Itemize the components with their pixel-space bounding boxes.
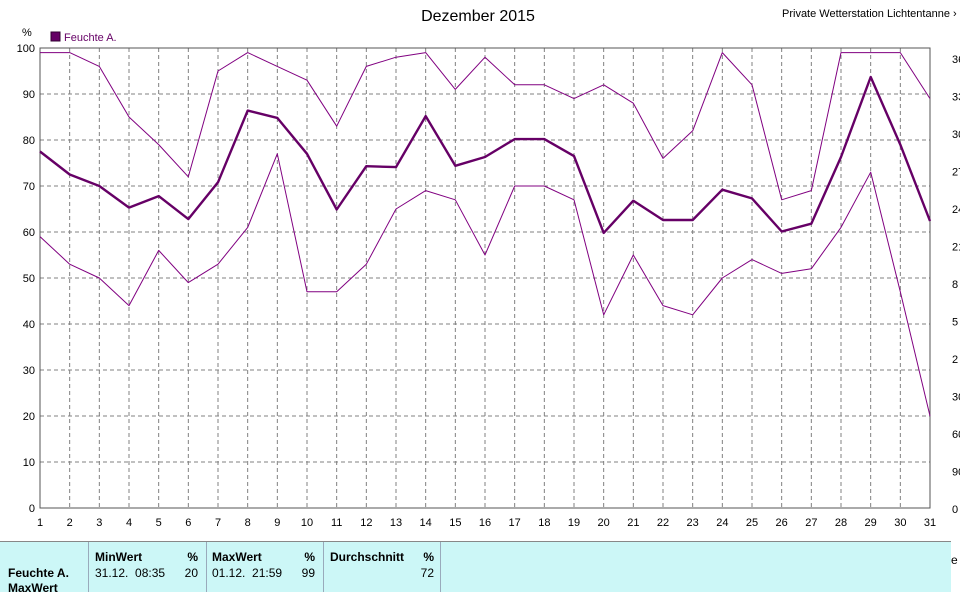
right-tick-label: 27 (952, 167, 960, 179)
y-tick-label: 0 (29, 503, 35, 515)
chart-grid (40, 48, 930, 508)
stats-avg-value: 72 (420, 566, 434, 580)
stats-avg-header: Durchschnitt (330, 550, 405, 564)
y-axis-unit: % (22, 27, 32, 39)
x-tick-label: 5 (156, 517, 162, 529)
x-tick-label: 24 (716, 517, 728, 529)
x-tick-label: 17 (509, 517, 521, 529)
series-line-avg (39, 75, 932, 235)
y-tick-label: 70 (23, 181, 35, 193)
stats-row-label-2: MaxWert (8, 581, 58, 595)
right-axis-partial: 36 33 30 27 24 21 8 5 2 30 60 90 0 (952, 54, 960, 516)
x-tick-label: 3 (96, 517, 102, 529)
x-tick-label: 19 (568, 517, 580, 529)
plot-frame (39, 47, 931, 509)
x-tick-label: 15 (449, 517, 461, 529)
statistics-panel: Feuchte A. MaxWert MinWert % 31.12. 08:3… (0, 541, 951, 595)
y-tick-label: 30 (23, 365, 35, 377)
stats-min-unit: % (187, 550, 198, 564)
x-tick-label: 4 (126, 517, 132, 529)
x-tick-label: 28 (835, 517, 847, 529)
y-tick-label: 80 (23, 135, 35, 147)
y-tick-label: 100 (17, 43, 35, 55)
x-tick-label: 2 (67, 517, 73, 529)
right-tick-label: 33 (952, 92, 960, 104)
right-tick-label: 5 (952, 317, 958, 329)
stats-min-cell: MinWert % 31.12. 08:35 20 (88, 542, 207, 592)
right-tick-label: 0 (952, 504, 958, 516)
right-tick-label: 21 (952, 242, 960, 254)
x-tick-label: 11 (331, 517, 342, 529)
stats-avg-cell: Durchschnitt % 72 (324, 542, 441, 592)
x-tick-label: 22 (657, 517, 669, 529)
right-tick-label: 60 (952, 429, 960, 441)
x-tick-label: 21 (627, 517, 639, 529)
stats-max-header: MaxWert (212, 550, 262, 564)
stats-max-unit: % (304, 550, 315, 564)
series-line-max (40, 52, 931, 201)
x-axis: 1 2 3 4 5 6 7 8 9 10 11 12 13 14 15 16 17 18 19 20 21 22 23 24 2… (37, 517, 936, 529)
stats-min-value: 20 (184, 566, 198, 580)
x-tick-label: 31 (924, 517, 936, 529)
x-tick-label: 30 (894, 517, 906, 529)
y-tick-label: 20 (23, 411, 35, 423)
right-tick-label: 30 (952, 392, 960, 404)
series-lines (39, 52, 932, 417)
x-tick-label: 13 (390, 517, 402, 529)
station-name: Private Wetterstation Lichtentanne › L (782, 8, 960, 20)
x-tick-label: 12 (360, 517, 372, 529)
right-tick-label: 2 (952, 354, 958, 366)
x-tick-label: 8 (245, 517, 251, 529)
stats-max-cell: MaxWert % 01.12. 21:59 99 (206, 542, 324, 592)
x-tick-label: 27 (805, 517, 817, 529)
chart-title: Dezember 2015 (421, 8, 535, 25)
x-tick-label: 6 (185, 517, 191, 529)
x-tick-label: 16 (479, 517, 491, 529)
legend-label: Feuchte A. (64, 32, 117, 44)
x-tick-label: 26 (776, 517, 788, 529)
y-tick-label: 90 (23, 89, 35, 101)
right-tick-label: 24 (952, 204, 960, 216)
x-tick-label: 7 (215, 517, 221, 529)
x-tick-label: 18 (538, 517, 550, 529)
right-tick-label: 90 (952, 467, 960, 479)
stats-avg-unit: % (423, 550, 434, 564)
y-tick-label: 60 (23, 227, 35, 239)
x-tick-label: 14 (420, 517, 432, 529)
x-tick-label: 10 (301, 517, 313, 529)
y-tick-label: 40 (23, 319, 35, 331)
x-tick-label: 23 (687, 517, 699, 529)
y-tick-label: 50 (23, 273, 35, 285)
stats-max-time: 01.12. 21:59 (212, 566, 283, 580)
series-line-min (39, 153, 931, 417)
stats-min-time: 31.12. 08:35 (95, 566, 166, 580)
y-axis: 0 10 20 30 40 50 60 70 80 90 100 (17, 43, 35, 515)
stats-min-header: MinWert (95, 550, 143, 564)
plot-border (39, 47, 931, 509)
x-tick-label: 1 (37, 517, 43, 529)
humidity-chart: Dezember 2015 Private Wetterstation Lich… (17, 8, 960, 529)
right-tick-label: 8 (952, 279, 958, 291)
x-tick-label: 29 (865, 517, 877, 529)
stats-right-cut: e (951, 541, 960, 591)
y-tick-label: 10 (23, 457, 35, 469)
x-tick-label: 20 (598, 517, 610, 529)
x-tick-label: 25 (746, 517, 758, 529)
right-tick-label: 36 (952, 54, 960, 66)
stats-right-cut-text: e (951, 553, 958, 567)
stats-row-label: Feuchte A. (8, 566, 69, 580)
legend-swatch (50, 31, 61, 42)
stats-max-value: 99 (301, 566, 315, 580)
x-tick-label: 9 (274, 517, 280, 529)
right-tick-label: 30 (952, 129, 960, 141)
